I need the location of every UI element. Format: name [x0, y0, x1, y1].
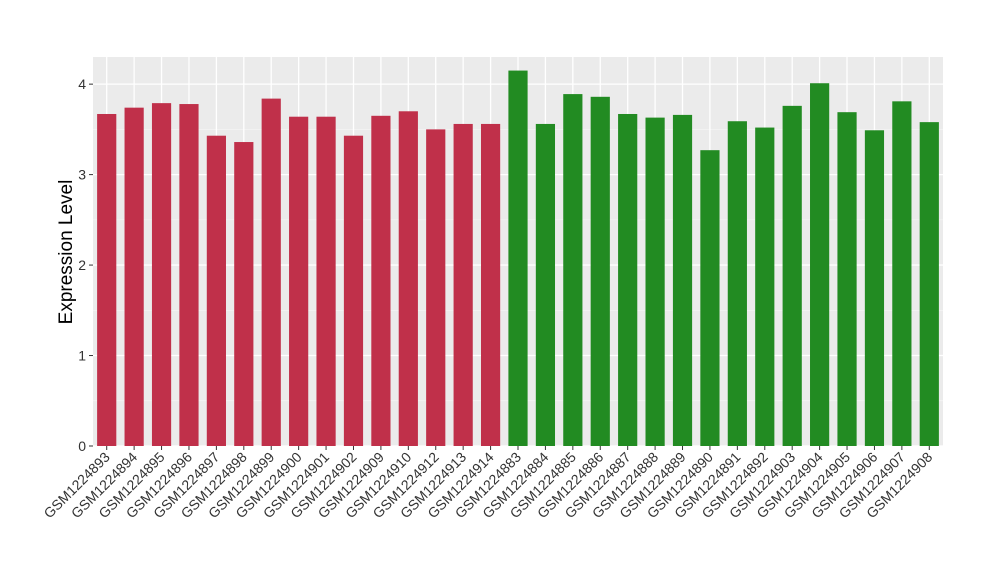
bar-GSM1224906: [864, 130, 885, 447]
bar-GSM1224901: [316, 116, 336, 447]
bar-GSM1224898: [234, 142, 254, 446]
bar-GSM1224903: [782, 105, 802, 446]
bar-GSM1224889: [672, 114, 693, 446]
bar-GSM1224907: [892, 101, 912, 446]
bar-GSM1224884: [535, 123, 556, 446]
y-axis: 0 1 2 3 4: [78, 76, 93, 454]
bar-GSM1224904: [810, 83, 830, 446]
bar-GSM1224910: [398, 111, 418, 447]
bar-GSM1224885: [563, 94, 583, 446]
bar-GSM1224902: [343, 135, 364, 446]
bar-GSM1224900: [289, 116, 309, 447]
y-tick-label: 1: [78, 348, 86, 364]
bar-GSM1224883: [508, 70, 528, 447]
bar-GSM1224893: [97, 113, 117, 446]
bar-GSM1224895: [151, 103, 172, 446]
bar-GSM1224887: [618, 113, 638, 446]
bar-GSM1224897: [206, 135, 226, 446]
bar-GSM1224909: [371, 115, 391, 447]
y-tick-label: 3: [78, 167, 86, 183]
bar-GSM1224892: [755, 127, 775, 446]
bar-GSM1224888: [645, 117, 665, 446]
bar-GSM1224912: [426, 129, 446, 447]
bar-GSM1224908: [919, 122, 939, 446]
bars: [97, 70, 939, 447]
y-tick-label: 0: [78, 438, 86, 454]
bar-GSM1224905: [837, 112, 857, 447]
bar-GSM1224886: [590, 96, 610, 446]
y-tick-label: 2: [78, 257, 86, 273]
bar-GSM1224913: [453, 123, 473, 446]
bar-GSM1224914: [480, 123, 501, 446]
x-axis: GSM1224893GSM1224894GSM1224895GSM1224896…: [40, 446, 936, 521]
y-axis-title: Expression Level: [56, 180, 77, 325]
y-tick-label: 4: [78, 76, 86, 92]
bar-GSM1224899: [261, 98, 281, 446]
bar-GSM1224891: [727, 121, 747, 447]
bar-GSM1224894: [124, 107, 144, 446]
bar-GSM1224896: [179, 104, 199, 446]
bar-GSM1224890: [700, 150, 720, 446]
